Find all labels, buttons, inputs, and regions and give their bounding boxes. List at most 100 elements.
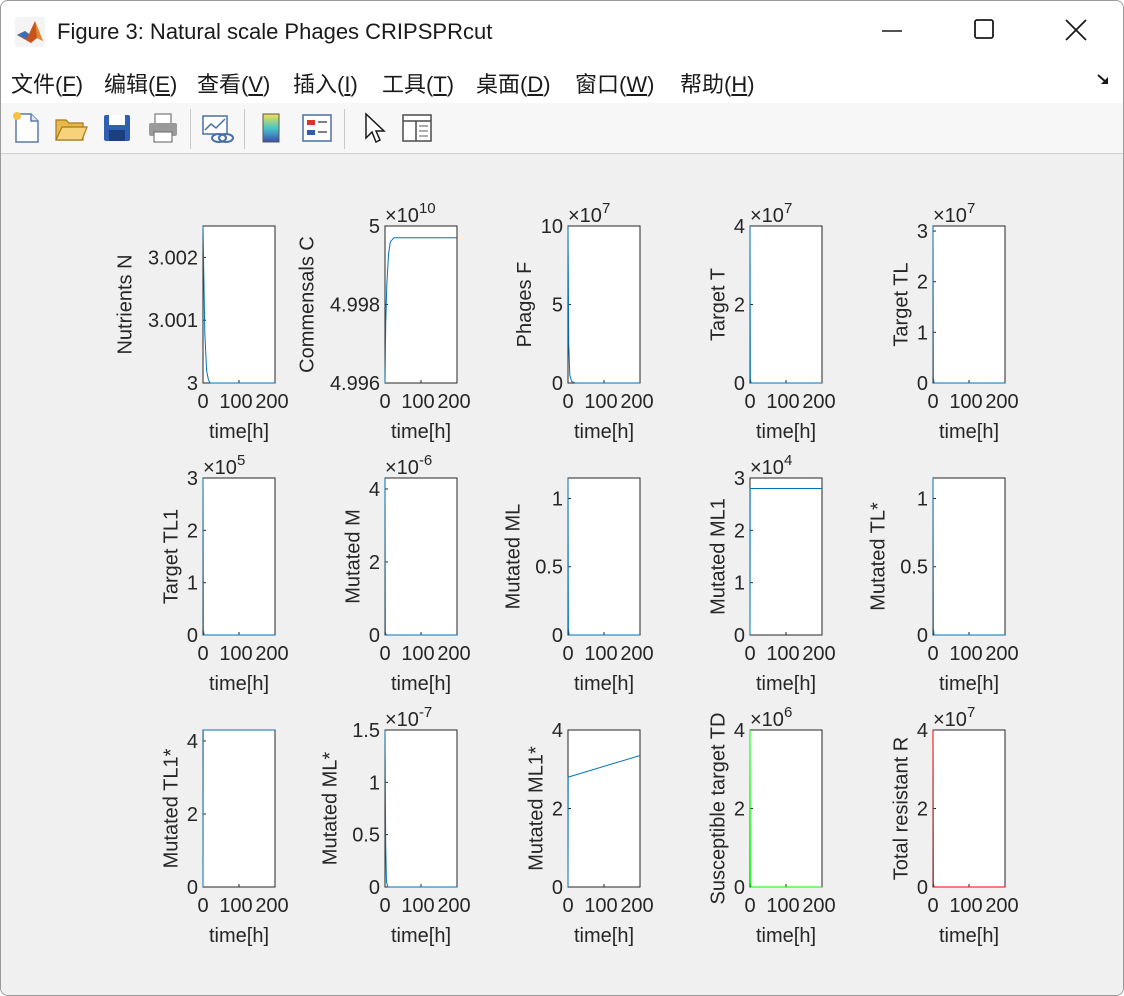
subplot-14 (749, 729, 823, 888)
y-exponent-label: ×107 (568, 200, 610, 227)
y-tick-label: 2 (187, 804, 198, 826)
x-tick-label: 100 (949, 643, 982, 665)
menu-file[interactable]: 文件(F) (11, 72, 84, 97)
y-exponent-label: ×105 (203, 452, 245, 479)
y-tick-label: 0 (552, 373, 563, 395)
exponent-power: 4 (784, 452, 792, 469)
legend-icon (302, 114, 332, 142)
menu-window[interactable]: 窗口(W) (575, 72, 655, 97)
y-tick-label: 4 (917, 720, 928, 742)
y-axis-label: Target TL1 (161, 509, 183, 604)
menu-insert[interactable]: 插入(I) (293, 72, 358, 97)
x-tick-label: 100 (584, 895, 617, 917)
exponent-power: 7 (967, 704, 975, 721)
exponent-power: 10 (419, 200, 436, 217)
subplot-13 (567, 729, 641, 888)
data-line (932, 225, 1005, 384)
x-tick-label: 100 (401, 895, 434, 917)
toolbar-separator (244, 109, 245, 149)
y-tick-label: 2 (917, 799, 928, 821)
data-line (932, 729, 1005, 888)
y-tick-label: 1 (187, 573, 198, 595)
data-line (202, 729, 275, 888)
data-line (932, 477, 1005, 636)
menu-help[interactable]: 帮助(H) (680, 72, 755, 97)
y-tick-label: 0 (917, 877, 928, 899)
x-axis-label: time[h] (391, 421, 451, 443)
y-exponent-label: ×104 (750, 452, 792, 479)
x-axis-label: time[h] (939, 421, 999, 443)
menu-tools[interactable]: 工具(T) (382, 72, 455, 97)
new-figure-button[interactable] (9, 110, 45, 146)
toolbar-separator (344, 109, 345, 149)
dock-arrow-icon[interactable] (1095, 71, 1113, 89)
exponent-base: ×10 (385, 205, 419, 227)
y-tick-label: 0 (552, 877, 563, 899)
axes-box (567, 477, 641, 636)
exponent-power: 6 (784, 704, 792, 721)
link-plot-button[interactable] (199, 110, 235, 146)
minimize-button[interactable] (846, 1, 938, 59)
subplot-11 (202, 729, 276, 888)
x-tick-label: 0 (562, 895, 573, 917)
x-tick-label: 0 (744, 643, 755, 665)
menu-bar: 文件(F) 编辑(E) 查看(V) 插入(I) 工具(T) 桌面(D) 窗口(W… (1, 59, 1123, 104)
y-exponent-label: ×10-7 (385, 704, 432, 731)
exponent-base: ×10 (568, 205, 602, 227)
menu-edit[interactable]: 编辑(E) (104, 72, 178, 97)
figure-canvas: 0 100 200 3 3.001 3.002 time[h] Nutrients N 0 100… (1, 154, 1123, 995)
y-tick-label: 0 (187, 625, 198, 647)
y-tick-label: 1 (917, 322, 928, 344)
colorbar-button[interactable] (253, 110, 289, 146)
y-tick-label: 1 (917, 488, 928, 510)
y-tick-label: 2 (552, 799, 563, 821)
menu-view[interactable]: 查看(V) (197, 72, 271, 97)
open-file-icon (55, 119, 88, 141)
axes-box (202, 477, 276, 636)
x-axis-label: time[h] (574, 421, 634, 443)
exponent-power: 7 (602, 200, 610, 217)
subplot-15 (932, 729, 1006, 888)
x-axis-label: time[h] (209, 421, 269, 443)
data-line (384, 477, 457, 636)
data-line (567, 755, 641, 888)
print-button[interactable] (145, 110, 181, 146)
x-axis-label: time[h] (209, 673, 269, 695)
x-tick-label: 200 (802, 895, 835, 917)
y-tick-label: 4 (734, 720, 745, 742)
x-axis-label: time[h] (756, 925, 816, 947)
x-tick-label: 100 (401, 391, 434, 413)
y-axis-label: Mutated TL1* (161, 748, 183, 868)
pointer-button[interactable] (355, 110, 391, 146)
save-button[interactable] (99, 110, 135, 146)
subplot-7 (384, 477, 458, 636)
property-inspector-button[interactable] (399, 110, 435, 146)
data-line (749, 487, 822, 636)
maximize-button[interactable] (938, 1, 1030, 59)
x-tick-label: 100 (949, 391, 982, 413)
x-axis-label: time[h] (391, 673, 451, 695)
x-tick-label: 0 (379, 391, 390, 413)
y-tick-label: 4 (552, 720, 563, 742)
exponent-power: 5 (237, 452, 245, 469)
close-button[interactable] (1030, 1, 1122, 59)
x-axis-label: time[h] (756, 673, 816, 695)
menu-desktop[interactable]: 桌面(D) (476, 72, 551, 97)
x-tick-label: 200 (802, 643, 835, 665)
exponent-base: ×10 (385, 709, 419, 731)
axes-box (567, 729, 641, 888)
legend-button[interactable] (299, 110, 335, 146)
y-tick-label: 2 (734, 799, 745, 821)
exponent-base: ×10 (933, 709, 967, 731)
x-tick-label: 200 (255, 895, 288, 917)
y-tick-label: 2 (917, 272, 928, 294)
x-tick-label: 200 (985, 391, 1018, 413)
axes-box (932, 225, 1006, 384)
y-axis-label: Mutated TL* (868, 502, 890, 611)
y-tick-label: 1 (734, 573, 745, 595)
exponent-power: 7 (784, 200, 792, 217)
save-icon (104, 115, 130, 141)
open-file-button[interactable] (53, 110, 89, 146)
x-axis-label: time[h] (756, 421, 816, 443)
y-tick-label: 1 (552, 488, 563, 510)
